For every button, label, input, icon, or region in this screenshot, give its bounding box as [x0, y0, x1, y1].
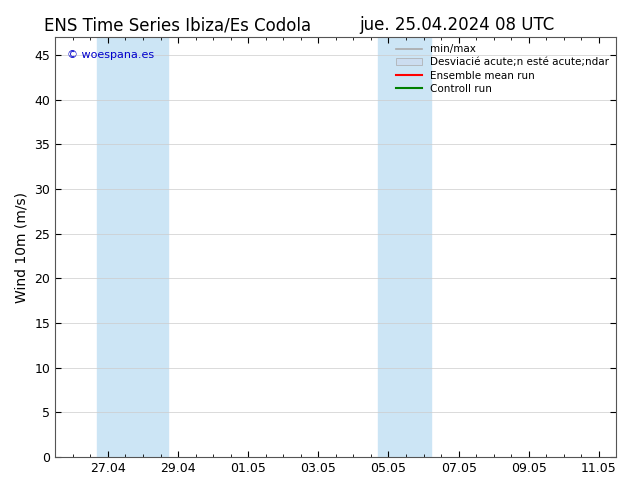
Text: © woespana.es: © woespana.es	[67, 49, 153, 60]
Bar	[98, 37, 167, 457]
Text: ENS Time Series Ibiza/Es Codola: ENS Time Series Ibiza/Es Codola	[44, 16, 311, 34]
Y-axis label: Wind 10m (m/s): Wind 10m (m/s)	[15, 192, 29, 303]
Legend: min/max, Desviacié acute;n esté acute;ndar, Ensemble mean run, Controll run: min/max, Desviacié acute;n esté acute;nd…	[392, 40, 613, 98]
Text: jue. 25.04.2024 08 UTC: jue. 25.04.2024 08 UTC	[359, 16, 554, 34]
Bar	[378, 37, 430, 457]
